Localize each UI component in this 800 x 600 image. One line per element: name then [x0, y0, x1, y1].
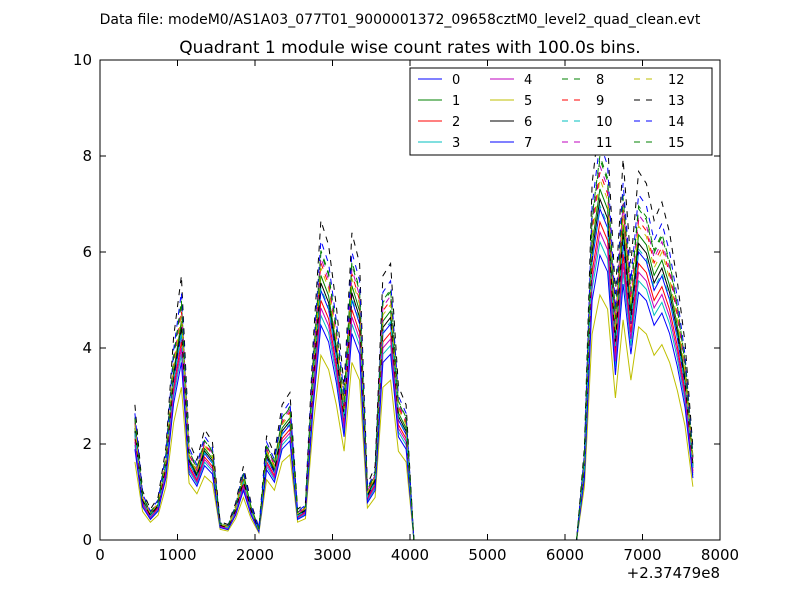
legend-label-12: 12: [668, 73, 685, 88]
legend-box: [409, 67, 713, 156]
x-tick-label: 5000: [468, 546, 506, 564]
legend-label-4: 4: [524, 73, 532, 88]
legend-label-14: 14: [668, 115, 685, 130]
x-tick-label: 1000: [158, 546, 196, 564]
y-tick-label: 0: [82, 531, 92, 549]
x-tick-label: 4000: [391, 546, 429, 564]
x-tick-label: 8000: [701, 546, 739, 564]
chart-title: Quadrant 1 module wise count rates with …: [179, 38, 640, 58]
legend-label-0: 0: [452, 73, 460, 88]
series-line-7: [134, 253, 694, 540]
y-tick-label: 2: [82, 435, 92, 453]
x-tick-label: 2000: [236, 546, 274, 564]
legend-label-13: 13: [668, 94, 685, 109]
x-tick-label: 3000: [313, 546, 351, 564]
legend-label-3: 3: [452, 136, 460, 151]
legend-label-1: 1: [452, 94, 460, 109]
series-line-10: [134, 203, 694, 540]
legend-label-8: 8: [596, 73, 604, 88]
legend-label-10: 10: [596, 115, 613, 130]
y-tick-label: 10: [73, 51, 92, 69]
series-line-11: [134, 165, 694, 540]
legend-label-2: 2: [452, 115, 460, 130]
series-line-5: [134, 293, 694, 540]
y-tick-label: 4: [82, 339, 92, 357]
y-tick-label: 8: [82, 147, 92, 165]
legend-label-9: 9: [596, 94, 604, 109]
x-tick-label: 6000: [546, 546, 584, 564]
legend-label-6: 6: [524, 115, 532, 130]
legend-label-7: 7: [524, 136, 532, 151]
x-tick-label: 7000: [623, 546, 661, 564]
x-tick-label: 0: [95, 546, 105, 564]
legend-label-11: 11: [596, 136, 613, 151]
legend-label-15: 15: [668, 136, 685, 151]
legend-label-5: 5: [524, 94, 532, 109]
suptitle: Data file: modeM0/AS1A03_077T01_90000013…: [100, 12, 701, 28]
y-tick-label: 6: [82, 243, 92, 261]
x-offset-label: +2.37479e8: [627, 564, 720, 582]
